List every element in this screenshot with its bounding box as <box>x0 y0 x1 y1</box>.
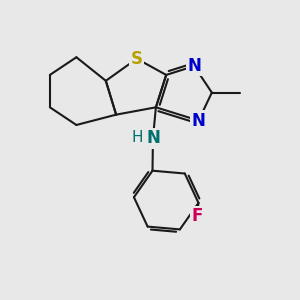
Text: N: N <box>187 57 201 75</box>
Text: H: H <box>132 130 143 145</box>
Text: N: N <box>146 129 160 147</box>
Text: S: S <box>131 50 143 68</box>
Text: F: F <box>191 207 203 225</box>
Text: N: N <box>192 112 206 130</box>
